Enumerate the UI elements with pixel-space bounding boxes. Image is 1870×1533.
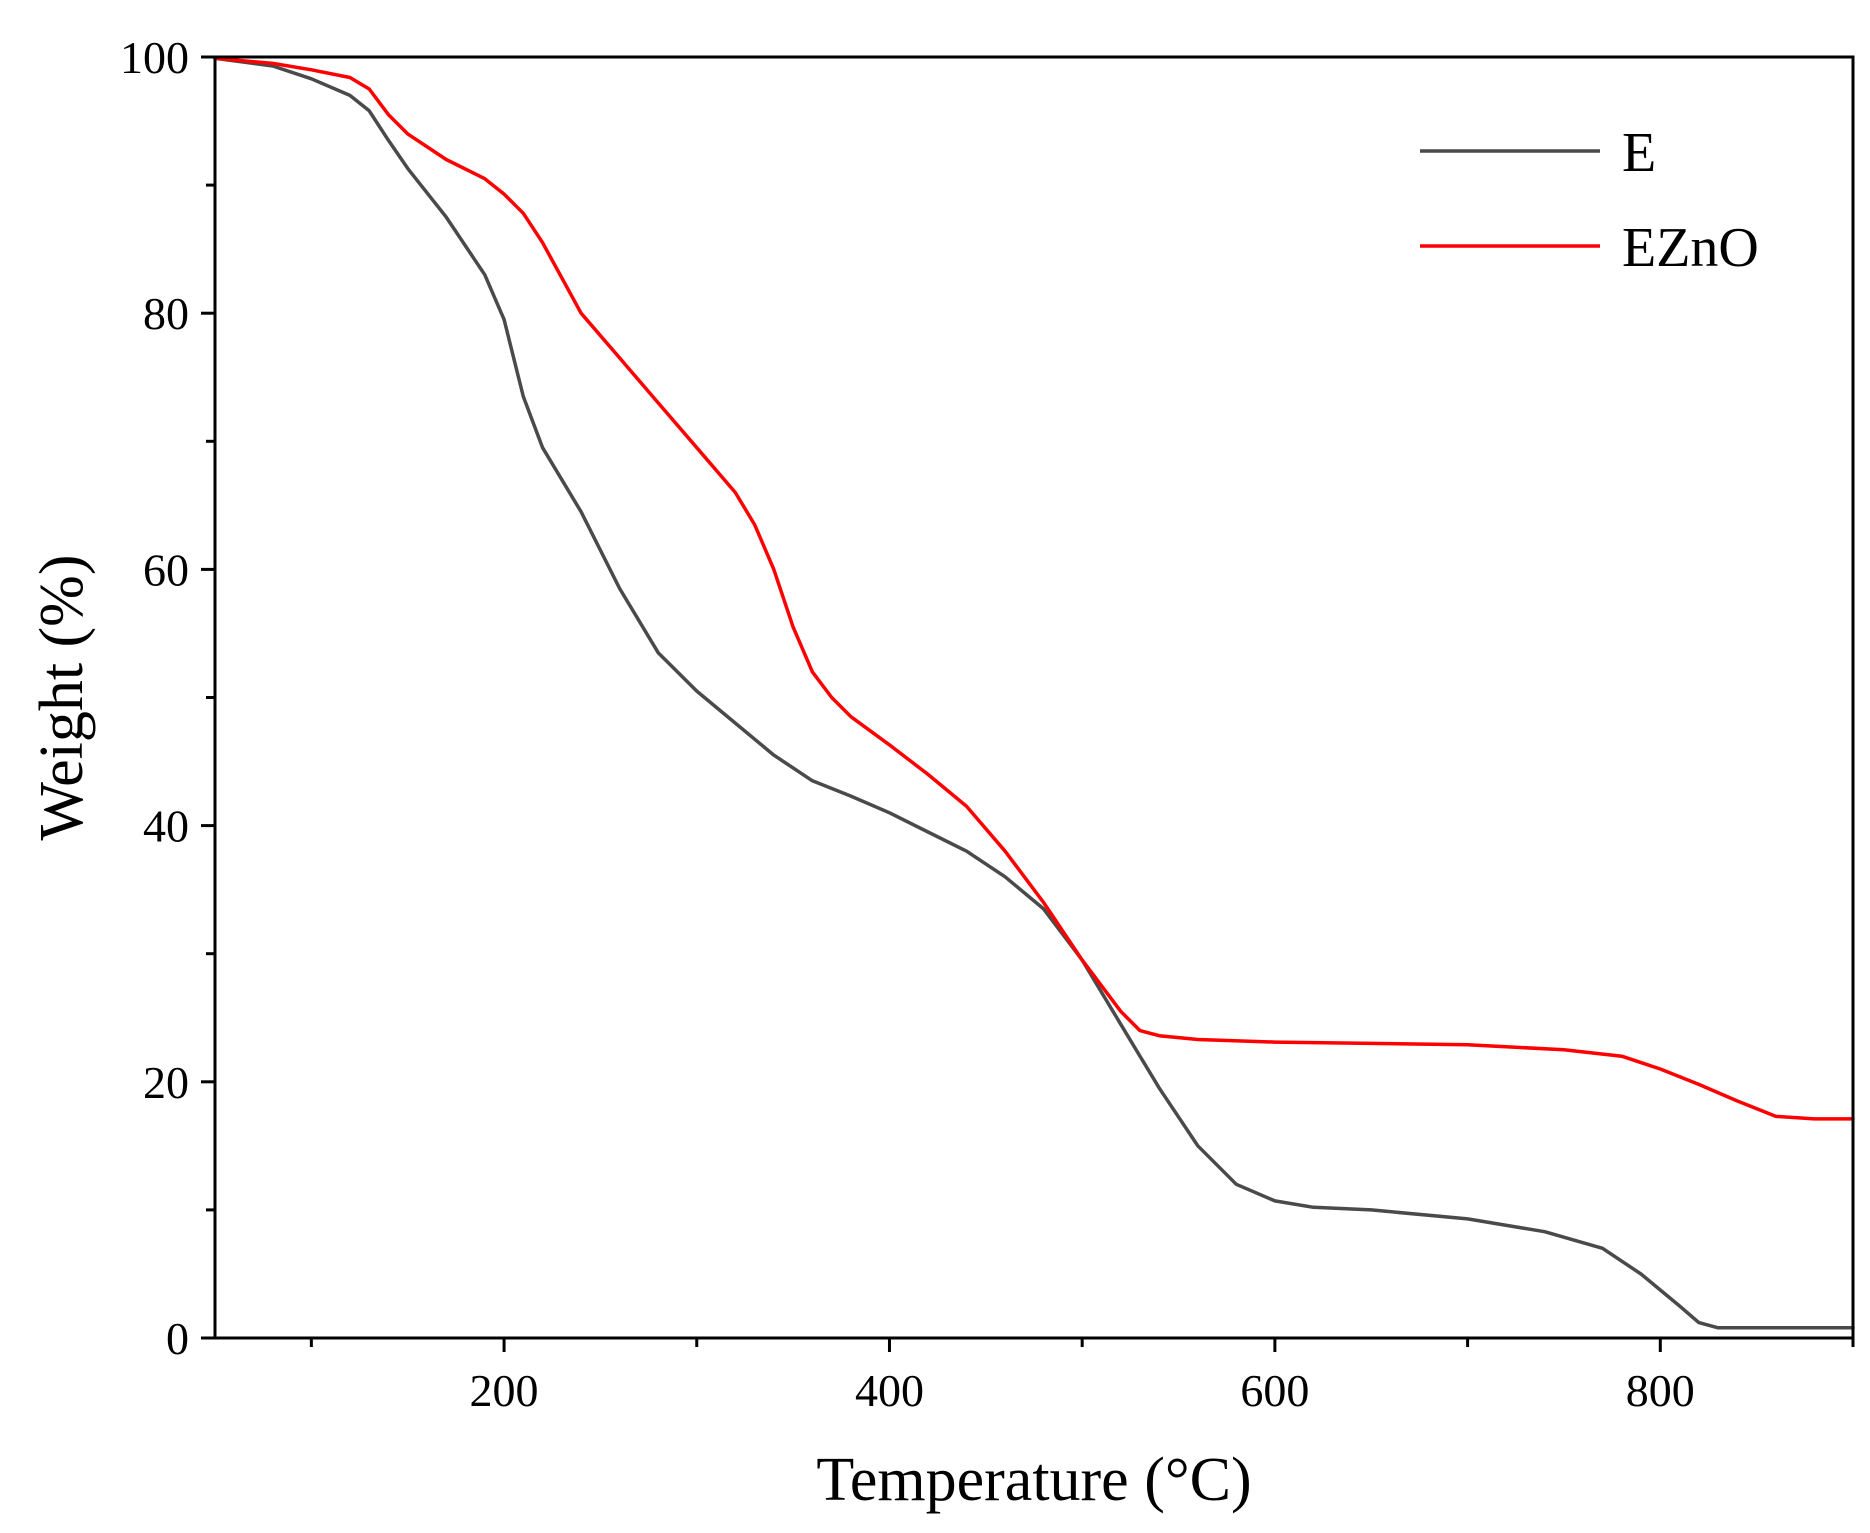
series-line-e	[213, 56, 1855, 1330]
x-tick-label: 800	[1626, 1365, 1695, 1416]
x-tick-label: 600	[1240, 1365, 1309, 1416]
y-axis-title: Weight (%)	[28, 555, 96, 841]
y-tick-label: 40	[143, 801, 189, 852]
legend-label-e: E	[1622, 122, 1656, 184]
y-axis: 0 20 40 60 80 100	[120, 32, 215, 1364]
legend: E EZnO	[1420, 122, 1759, 279]
legend-label-ezno: EZnO	[1622, 217, 1759, 279]
plot-frame	[213, 55, 1855, 1340]
x-axis-title: Temperature (°C)	[816, 1446, 1251, 1514]
x-tick-label: 400	[855, 1365, 924, 1416]
series-line-ezno	[213, 56, 1855, 1121]
y-tick-label: 60	[143, 544, 189, 595]
y-tick-label: 0	[166, 1313, 189, 1364]
y-tick-label: 100	[120, 32, 189, 83]
x-axis: 200 400 600 800	[309, 1338, 1855, 1416]
x-tick-label: 200	[470, 1365, 539, 1416]
y-tick-label: 80	[143, 288, 189, 339]
y-tick-label: 20	[143, 1057, 189, 1108]
plot-lines	[213, 56, 1855, 1330]
